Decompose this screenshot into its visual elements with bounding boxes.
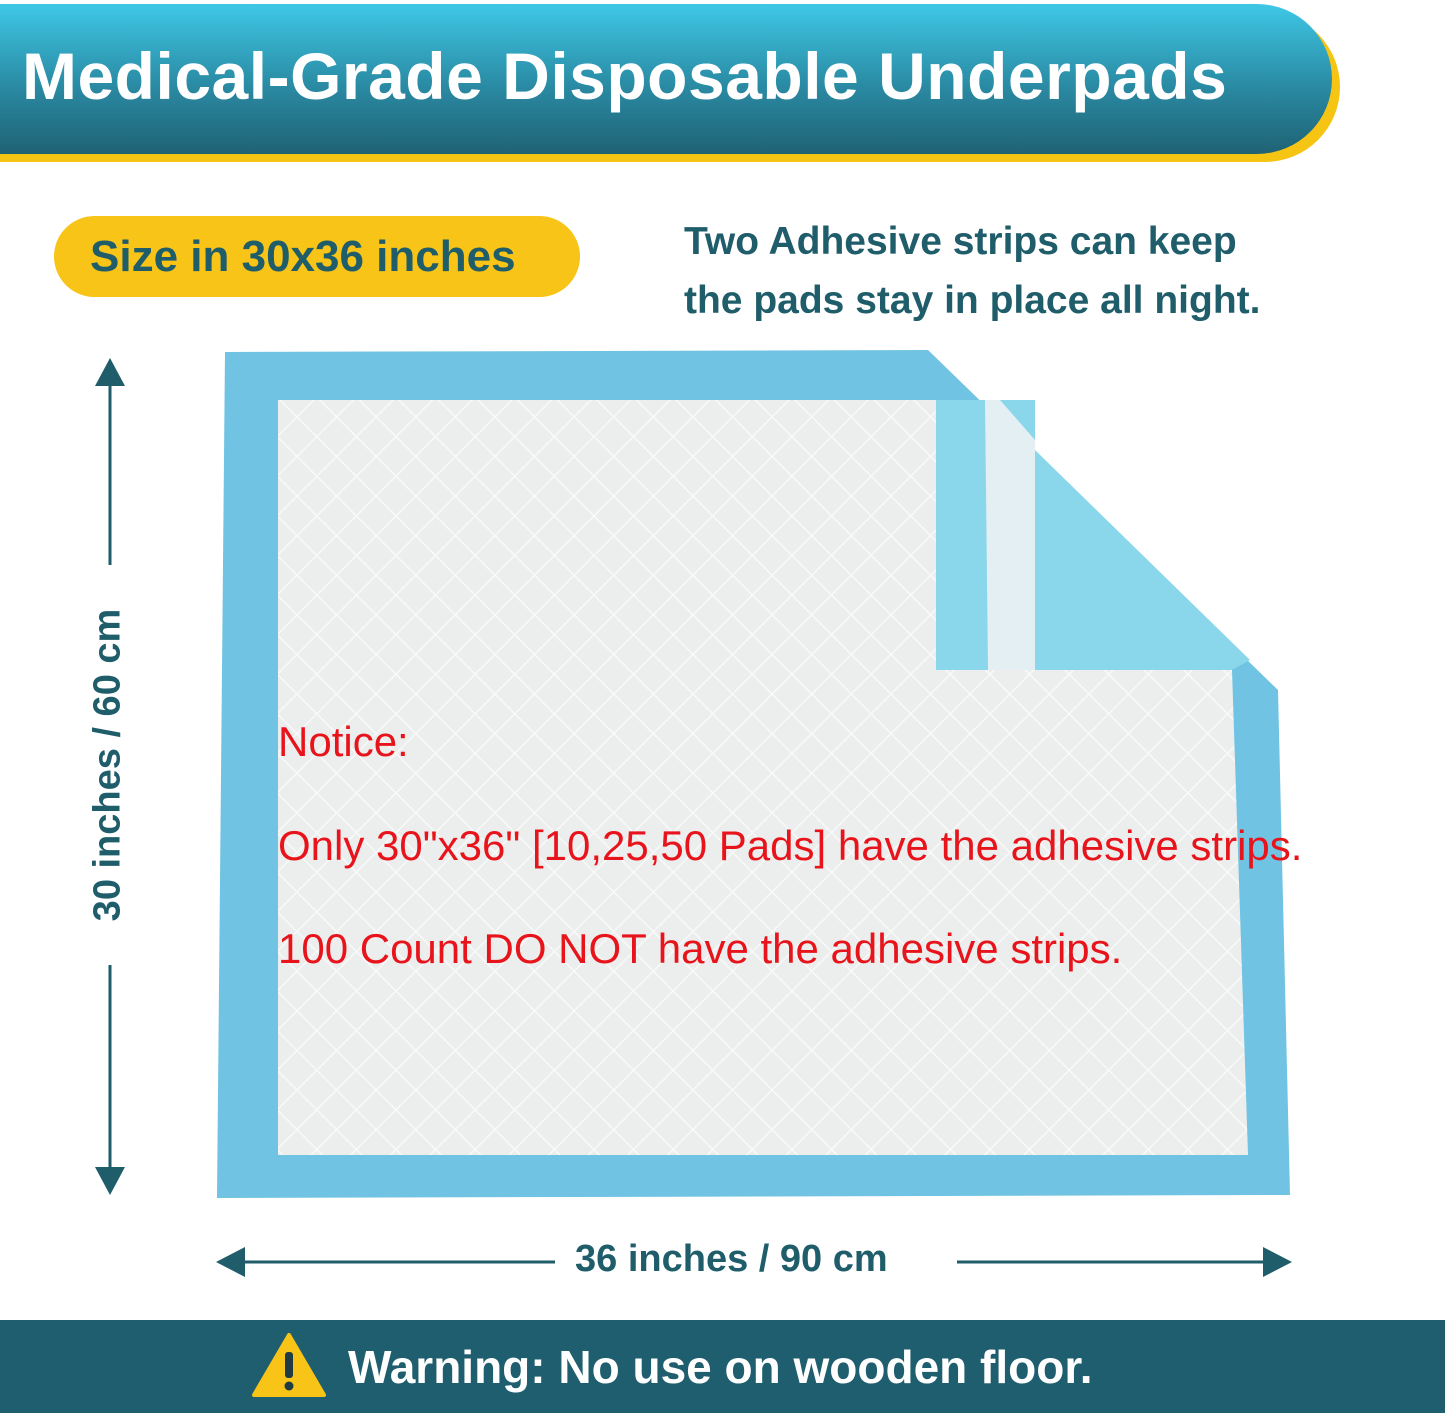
adhesive-note: Two Adhesive strips can keep the pads st… <box>684 212 1260 330</box>
warning-text: Warning: No use on wooden floor. <box>348 1341 1093 1393</box>
arrow-right-icon <box>1263 1247 1292 1277</box>
height-label: 30 inches / 60 cm <box>86 608 129 922</box>
notice-line1: Only 30"x36" [10,25,50 Pads] have the ad… <box>278 822 1303 869</box>
arrow-up-icon <box>95 358 125 386</box>
size-badge <box>54 216 580 297</box>
page-title: Medical-Grade Disposable Underpads <box>22 39 1228 113</box>
adhesive-note-line2: the pads stay in place all night. <box>684 279 1261 322</box>
notice-heading: Notice: <box>278 718 409 765</box>
warning-footer <box>0 1320 1445 1413</box>
title-banner <box>0 4 1332 154</box>
size-badge-label: Size in 30x36 inches <box>90 232 516 281</box>
arrow-down-icon <box>95 1167 125 1195</box>
pad-absorbent-area <box>278 400 1248 1155</box>
width-label: 36 inches / 90 cm <box>575 1238 888 1280</box>
notice-line2: 100 Count DO NOT have the adhesive strip… <box>278 925 1123 972</box>
adhesive-strip <box>985 400 1035 670</box>
adhesive-note-line1: Two Adhesive strips can keep <box>684 220 1237 263</box>
pad-folded-corner <box>936 400 1250 670</box>
warning-triangle-icon <box>252 1333 326 1397</box>
arrow-left-icon <box>216 1247 245 1277</box>
